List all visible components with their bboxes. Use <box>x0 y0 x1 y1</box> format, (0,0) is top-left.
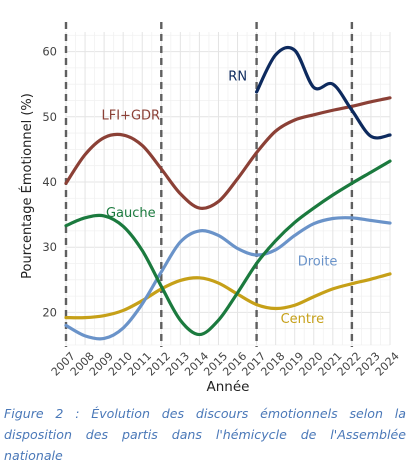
figure-caption: Figure 2 : Évolution des discours émotio… <box>4 406 406 463</box>
y-tick-label: 20 <box>42 305 57 319</box>
series-line-centre <box>64 272 392 320</box>
y-tick-label: 60 <box>42 45 57 59</box>
period-separators <box>64 22 354 347</box>
y-axis-label: Pourcentage Émotionnel (%) <box>19 93 35 279</box>
series-line-gauche <box>64 159 392 337</box>
y-tick-label: 40 <box>42 175 57 189</box>
x-axis-label: Année <box>207 379 250 395</box>
series-line-rn <box>254 45 392 140</box>
series-label-gauche: Gauche <box>106 206 156 221</box>
series-labels: LFI+GDR Gauche Droite Centre RN <box>102 69 338 327</box>
y-tick-label: 30 <box>42 240 57 254</box>
series-line-lfi-gdr <box>64 96 392 210</box>
series-label-centre: Centre <box>281 312 324 327</box>
series-line-droite <box>64 216 392 341</box>
y-tick-label: 50 <box>42 110 57 124</box>
x-tick-labels: 2007200820092010201120122013201420152016… <box>49 350 402 379</box>
series-label-rn: RN <box>228 69 247 84</box>
series-label-droite: Droite <box>298 254 338 269</box>
series-lines <box>64 45 392 341</box>
chart: LFI+GDR Gauche Droite Centre RN 20 30 40 50 60 2… <box>19 22 402 395</box>
y-tick-labels: 20 30 40 50 60 <box>42 45 57 320</box>
series-label-lfi-gdr: LFI+GDR <box>102 108 161 123</box>
